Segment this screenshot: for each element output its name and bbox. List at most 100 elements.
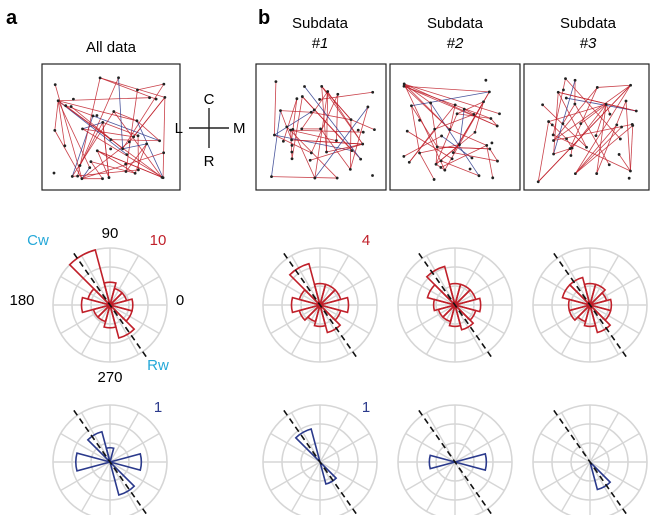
subtitle-2-line2: #2 [447, 35, 464, 52]
network-node [135, 119, 139, 123]
network-edge [136, 120, 160, 142]
network-edge [280, 110, 312, 113]
network-node [435, 145, 439, 149]
network-node [496, 159, 499, 163]
network-node [136, 168, 140, 172]
network-edge [459, 109, 465, 145]
network-edge [435, 113, 458, 165]
network-edge [630, 125, 634, 172]
polar-rose-red-b2 [418, 252, 492, 358]
network-node [136, 88, 139, 92]
rose-petal [108, 459, 136, 497]
network-node [285, 125, 289, 129]
network-edge [271, 110, 281, 177]
network-edge [310, 143, 363, 161]
network-edge [542, 104, 587, 148]
network-edge [618, 154, 631, 172]
network-edge [134, 143, 148, 174]
polar-rose-red-a [68, 248, 147, 358]
orientation-axis-dashed [418, 409, 492, 515]
network-edge [81, 167, 91, 179]
network-node [448, 128, 452, 131]
orientation-axis-dashed [73, 409, 147, 515]
network-node [279, 109, 282, 113]
rose-petal [318, 459, 338, 486]
network-node [117, 76, 120, 80]
network-node [309, 110, 313, 114]
network-edge [113, 111, 138, 122]
rose-petal [108, 302, 136, 340]
network-node [91, 114, 95, 118]
network-node [568, 147, 572, 150]
network-node [434, 162, 438, 166]
network-edge [440, 160, 480, 177]
network-node [562, 88, 565, 92]
network-node [273, 133, 276, 137]
network-node [371, 90, 375, 94]
network-edge [403, 85, 498, 127]
network-node [455, 112, 459, 116]
network-node [290, 143, 294, 147]
network-edge [57, 100, 66, 146]
network-edge [489, 148, 498, 162]
rose-petal [298, 303, 323, 322]
rose-petal [294, 427, 322, 465]
rose-petal [451, 452, 488, 472]
network-node [573, 102, 577, 106]
network-edge [292, 129, 316, 179]
network-node [410, 104, 413, 108]
network-node [290, 150, 294, 154]
network-node [89, 160, 93, 164]
network-edge [557, 92, 587, 148]
map-frame-sub2 [389, 63, 521, 191]
network-node [163, 95, 167, 99]
network-edge [118, 77, 124, 149]
network-edge [290, 129, 364, 133]
rose-petal [426, 283, 458, 307]
network-edge [82, 121, 103, 130]
rose-petal [588, 302, 612, 334]
polar-rose-blue-a [73, 409, 147, 515]
network-edge [90, 161, 136, 174]
polar-rose-blue-b1 [283, 409, 357, 515]
network-edge [280, 110, 292, 141]
network-edge [553, 134, 631, 172]
network-node [594, 134, 598, 138]
network-edge [137, 83, 164, 91]
network-node [495, 124, 499, 128]
network-node [450, 157, 454, 161]
network-node [608, 112, 612, 116]
subtitle-1-line2: #1 [312, 35, 329, 52]
compass-rose: C R L M [175, 91, 246, 170]
network-node [308, 158, 312, 162]
network-node [418, 118, 421, 122]
network-edge [566, 138, 573, 149]
scale-label-blue-sub: 1 [362, 399, 370, 416]
network-node [443, 168, 447, 172]
network-edge [596, 104, 607, 174]
network-node [629, 83, 632, 87]
network-edge [558, 91, 637, 112]
map-frame-all [41, 63, 181, 191]
network-edge [574, 103, 610, 165]
network-edge [282, 98, 298, 142]
network-node [429, 101, 433, 105]
network-node [281, 139, 285, 143]
network-node [124, 170, 128, 173]
network-node [76, 174, 80, 178]
network-edge [553, 92, 559, 155]
network-node [270, 175, 273, 179]
network-node [303, 85, 306, 88]
network-node [595, 172, 599, 175]
network-edge [551, 124, 567, 140]
network-edge [349, 106, 369, 170]
network-edge [54, 130, 83, 179]
network-edge [565, 78, 621, 140]
network-node [489, 117, 493, 120]
network-node [627, 176, 631, 180]
network-node [95, 149, 99, 153]
network-node [335, 176, 339, 180]
network-edge [326, 143, 363, 153]
network-node [579, 122, 583, 126]
network-edge [321, 86, 327, 153]
